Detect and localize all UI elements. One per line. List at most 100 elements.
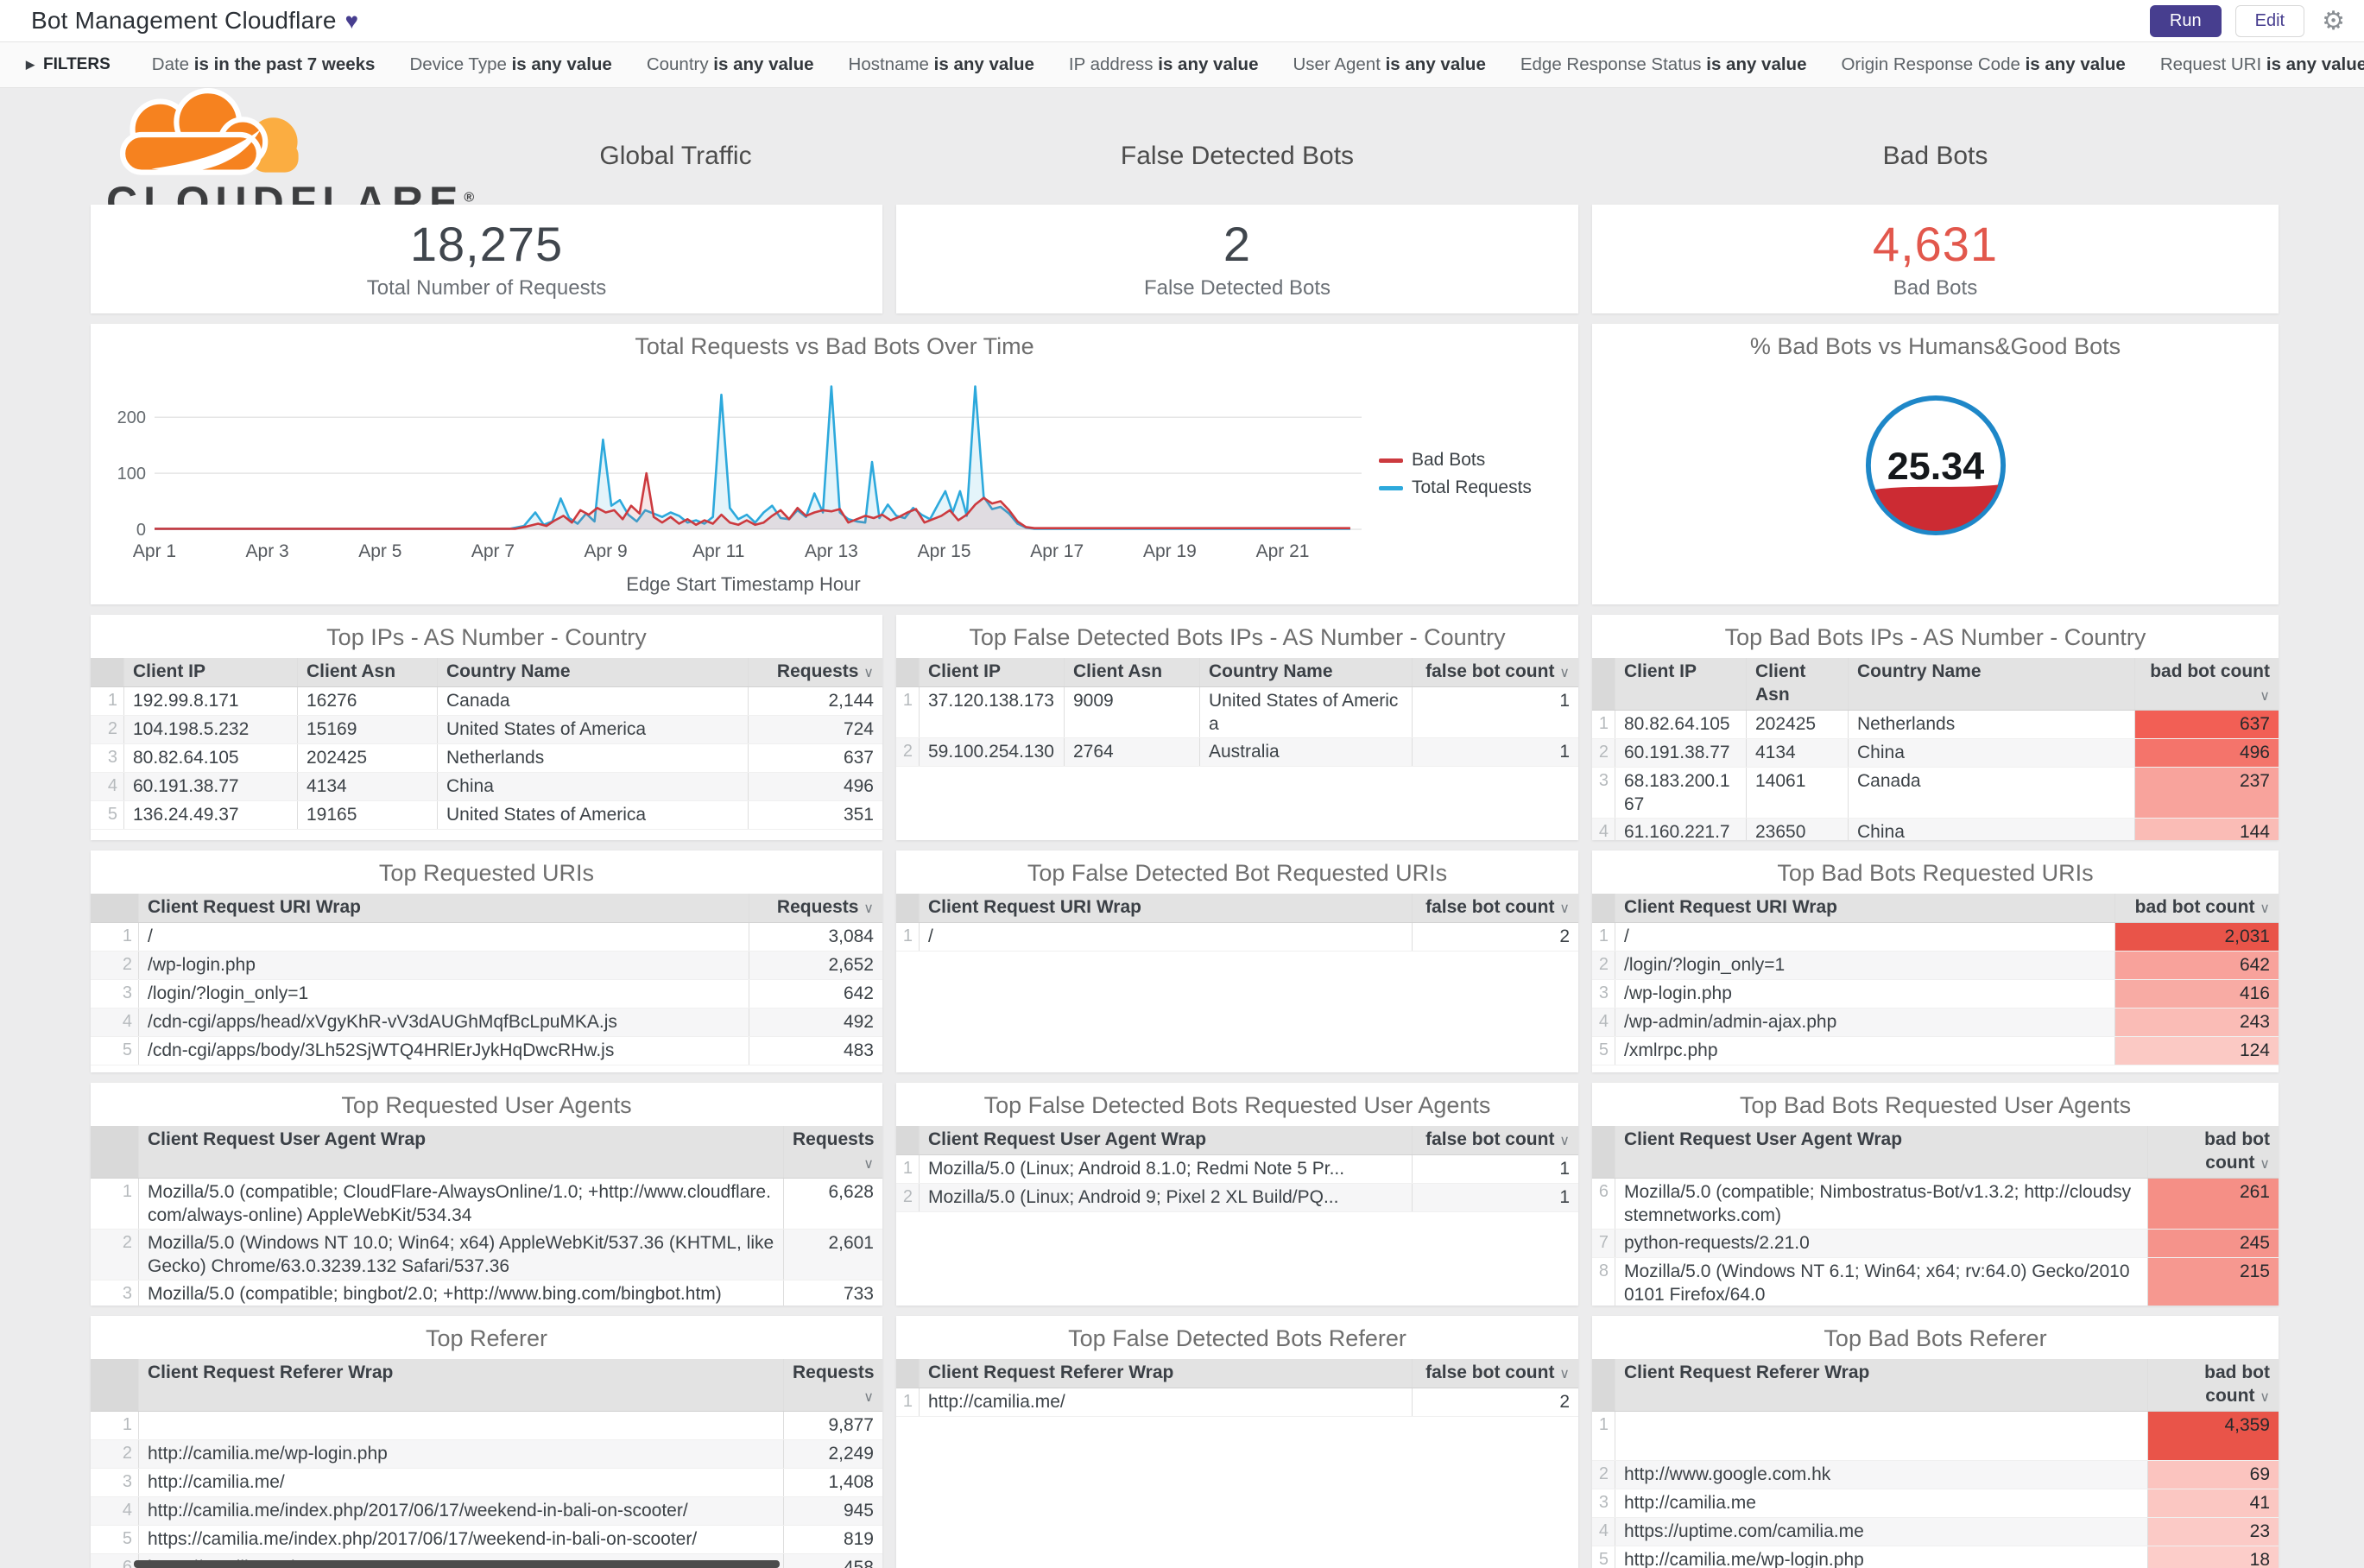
column-header[interactable]: Client Request User Agent Wrap (138, 1126, 783, 1178)
page-title: Bot Management Cloudflare (31, 7, 337, 34)
column-header[interactable]: Client IP (1615, 658, 1746, 710)
column-header[interactable]: bad bot count ∨ (2147, 1359, 2279, 1411)
table-cell: 2,249 (783, 1440, 882, 1468)
table-cell: 80.82.64.105 (1615, 711, 1746, 738)
kpi-bad-bots-value: 4,631 (1872, 217, 1999, 272)
table-cell: 69 (2147, 1461, 2279, 1489)
filters-toggle[interactable]: ▶ FILTERS (26, 55, 111, 74)
table-cell: /cdn-cgi/apps/head/xVgyKhR-vV3dAUGhMqfBc… (138, 1008, 749, 1036)
column-header[interactable]: false bot count ∨ (1412, 658, 1578, 686)
kpi-total-requests-label: Total Number of Requests (366, 275, 607, 300)
table-header-row: Client Request User Agent Wrap bad bot co… (1592, 1126, 2279, 1179)
section-header-row: CLOUDFLARE® Global Traffic False Detecte… (91, 88, 2364, 224)
column-header[interactable]: false bot count ∨ (1412, 894, 1578, 922)
filter-item[interactable]: Origin Response Code is any value (1841, 54, 2125, 74)
table-cell: http://camilia.me (1615, 1489, 2147, 1517)
filter-item[interactable]: Device Type is any value (409, 54, 611, 74)
table-cell: Netherlands (1848, 711, 2134, 738)
table-row: 3 68.183.200.167 14061 Canada 237 (1592, 768, 2279, 819)
table-cell: 637 (2134, 711, 2279, 738)
column-header[interactable]: Requests ∨ (749, 894, 882, 922)
column-header[interactable]: Client Request Referer Wrap (138, 1359, 783, 1411)
row-number: 1 (122, 926, 132, 945)
column-header[interactable]: Client Asn (1064, 658, 1199, 686)
table-cell: 4134 (1746, 739, 1848, 767)
filter-condition: is in the past 7 weeks (193, 54, 376, 74)
gauge-chart: 25.34 (1592, 386, 2279, 545)
row-number-header (896, 1126, 919, 1154)
table-row: 6 Mozilla/5.0 (compatible; Nimbostratus-B… (1592, 1179, 2279, 1230)
sort-chevron-icon: ∨ (1559, 1134, 1570, 1148)
gear-icon[interactable]: ⚙ (2322, 6, 2345, 35)
row-number: 4 (107, 776, 117, 795)
legend-item[interactable]: Total Requests (1379, 477, 1532, 498)
row-number: 2 (122, 1444, 132, 1463)
column-header[interactable]: Client Request URI Wrap (1615, 894, 2114, 922)
table-row: 1 37.120.138.173 9009 United States of Amer… (896, 687, 1578, 738)
filter-item[interactable]: IP address is any value (1069, 54, 1259, 74)
column-header[interactable]: bad bot count ∨ (2134, 658, 2279, 710)
timeseries-plot[interactable]: 0 100 200 Apr 1 Apr 3 Apr 5 Apr 7 Apr 9 Apr 11 Ap… (113, 367, 1374, 567)
column-header[interactable]: false bot count ∨ (1412, 1359, 1578, 1388)
table-cell: 14061 (1746, 768, 1848, 818)
column-header[interactable]: Country Name (437, 658, 748, 686)
column-header[interactable]: Client Request URI Wrap (919, 894, 1412, 922)
table-row: 4/wp-admin/admin-ajax.php 243 (1592, 1008, 2279, 1037)
table-row: 5 http://camilia.me/wp-login.php 18 (1592, 1546, 2279, 1568)
column-header[interactable]: Client Request Referer Wrap (919, 1359, 1412, 1388)
filter-item[interactable]: Request URI is any value (2160, 54, 2364, 74)
column-header[interactable]: Client Request URI Wrap (138, 894, 749, 922)
column-header[interactable]: Client IP (123, 658, 297, 686)
row-number: 1 (1598, 926, 1609, 945)
table-cell: / (919, 923, 1412, 951)
column-header[interactable]: Requests ∨ (783, 1126, 882, 1178)
filter-condition: is any value (1385, 54, 1486, 74)
filter-condition: is any value (511, 54, 612, 74)
filter-item[interactable]: Date is in the past 7 weeks (152, 54, 376, 74)
column-header[interactable]: false bot count ∨ (1412, 1126, 1578, 1154)
column-header[interactable]: Client Request User Agent Wrap (1615, 1126, 2147, 1178)
horizontal-scrollbar[interactable] (134, 1560, 780, 1568)
column-header[interactable]: Requests ∨ (783, 1359, 882, 1411)
column-header[interactable]: Country Name (1848, 658, 2134, 710)
kpi-bad-bots-label: Bad Bots (1893, 275, 1978, 300)
column-header[interactable]: Client Asn (1746, 658, 1848, 710)
column-header[interactable]: bad bot count ∨ (2147, 1126, 2279, 1178)
ip-tables-row: Top IPs - AS Number - Country Client IP C… (91, 615, 2364, 840)
column-header[interactable]: bad bot count ∨ (2114, 894, 2279, 922)
filter-item[interactable]: Edge Response Status is any value (1520, 54, 1807, 74)
table-cell: 733 (783, 1280, 882, 1306)
false-uas-table: Client Request User Agent Wrap false bot … (896, 1126, 1578, 1212)
table-row: 2 Mozilla/5.0 (Linux; Android 9; Pixel 2 … (896, 1184, 1578, 1212)
table-cell: 9009 (1064, 687, 1199, 737)
edit-button[interactable]: Edit (2234, 4, 2305, 37)
row-number-header (91, 894, 138, 922)
column-header[interactable]: Client IP (919, 658, 1064, 686)
table-header-row: Client Request Referer Wrap false bot cou… (896, 1359, 1578, 1388)
filter-item[interactable]: Hostname is any value (849, 54, 1034, 74)
column-header[interactable]: Client Request User Agent Wrap (919, 1126, 1412, 1154)
table-cell: 1 (1412, 687, 1578, 737)
column-header[interactable]: Country Name (1199, 658, 1412, 686)
referer-tables-row: Top Referer Client Request Referer Wrap R… (91, 1316, 2364, 1568)
filter-bar: ▶ FILTERS Date is in the past 7 weeks Dev… (0, 42, 2364, 88)
kpi-false-detected-bots-label: False Detected Bots (1143, 275, 1331, 300)
filter-field: Country (646, 54, 709, 74)
false-uas-tile: Top False Detected Bots Requested User A… (896, 1083, 1578, 1306)
legend-item[interactable]: Bad Bots (1379, 450, 1532, 471)
column-header[interactable]: Client Asn (297, 658, 437, 686)
top-referers-title: Top Referer (425, 1325, 548, 1351)
row-number: 3 (122, 1284, 132, 1303)
column-header[interactable]: Client Request Referer Wrap (1615, 1359, 2147, 1411)
table-cell: 458 (783, 1554, 882, 1568)
filter-item[interactable]: User Agent is any value (1293, 54, 1485, 74)
table-header-row: Client Request User Agent Wrap false bot … (896, 1126, 1578, 1155)
column-header[interactable]: Requests ∨ (748, 658, 882, 686)
x-axis-title: Edge Start Timestamp Hour (626, 573, 861, 595)
filter-item[interactable]: Country is any value (647, 54, 814, 74)
run-button[interactable]: Run (2149, 4, 2222, 37)
table-cell: Canada (1848, 768, 2134, 818)
table-cell: 642 (2114, 952, 2279, 979)
table-cell: 1 (1412, 738, 1578, 766)
